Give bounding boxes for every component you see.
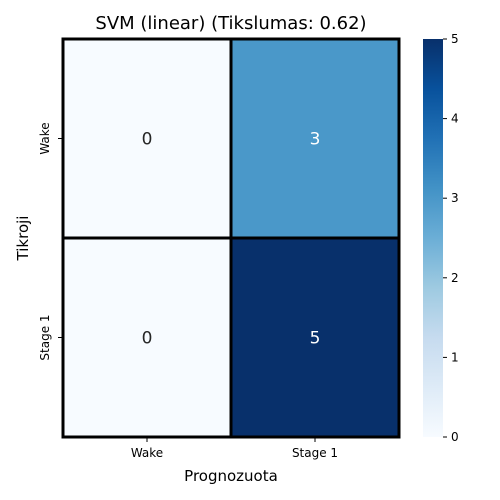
colorbar-tick-label: 3 <box>451 191 459 205</box>
cell-value-label: 5 <box>310 329 321 349</box>
colorbar-tick-label: 4 <box>451 112 459 126</box>
y-tick-label: Wake <box>38 122 52 154</box>
heatmap-cells <box>63 39 399 437</box>
y-axis-label: Tikroji <box>14 216 32 262</box>
colorbar: 0 1 2 3 4 5 <box>423 32 459 444</box>
cell-value-label: 3 <box>310 130 321 150</box>
x-tick-label: Stage 1 <box>292 446 338 460</box>
colorbar-tick-label: 0 <box>451 430 459 444</box>
y-tick-label: Stage 1 <box>38 314 52 360</box>
cell-value-label: 0 <box>142 130 153 150</box>
colorbar-tick-label: 1 <box>451 350 459 364</box>
colorbar-tick-label: 5 <box>451 32 459 46</box>
x-tick-label: Wake <box>131 446 163 460</box>
x-axis-label: Prognozuota <box>184 467 278 485</box>
y-axis: Wake Stage 1 <box>38 122 63 360</box>
chart-title: SVM (linear) (Tikslumas: 0.62) <box>95 13 366 34</box>
cell-value-label: 0 <box>142 329 153 349</box>
x-axis: Wake Stage 1 <box>131 437 338 460</box>
colorbar-gradient <box>423 39 443 437</box>
colorbar-tick-label: 2 <box>451 271 459 285</box>
